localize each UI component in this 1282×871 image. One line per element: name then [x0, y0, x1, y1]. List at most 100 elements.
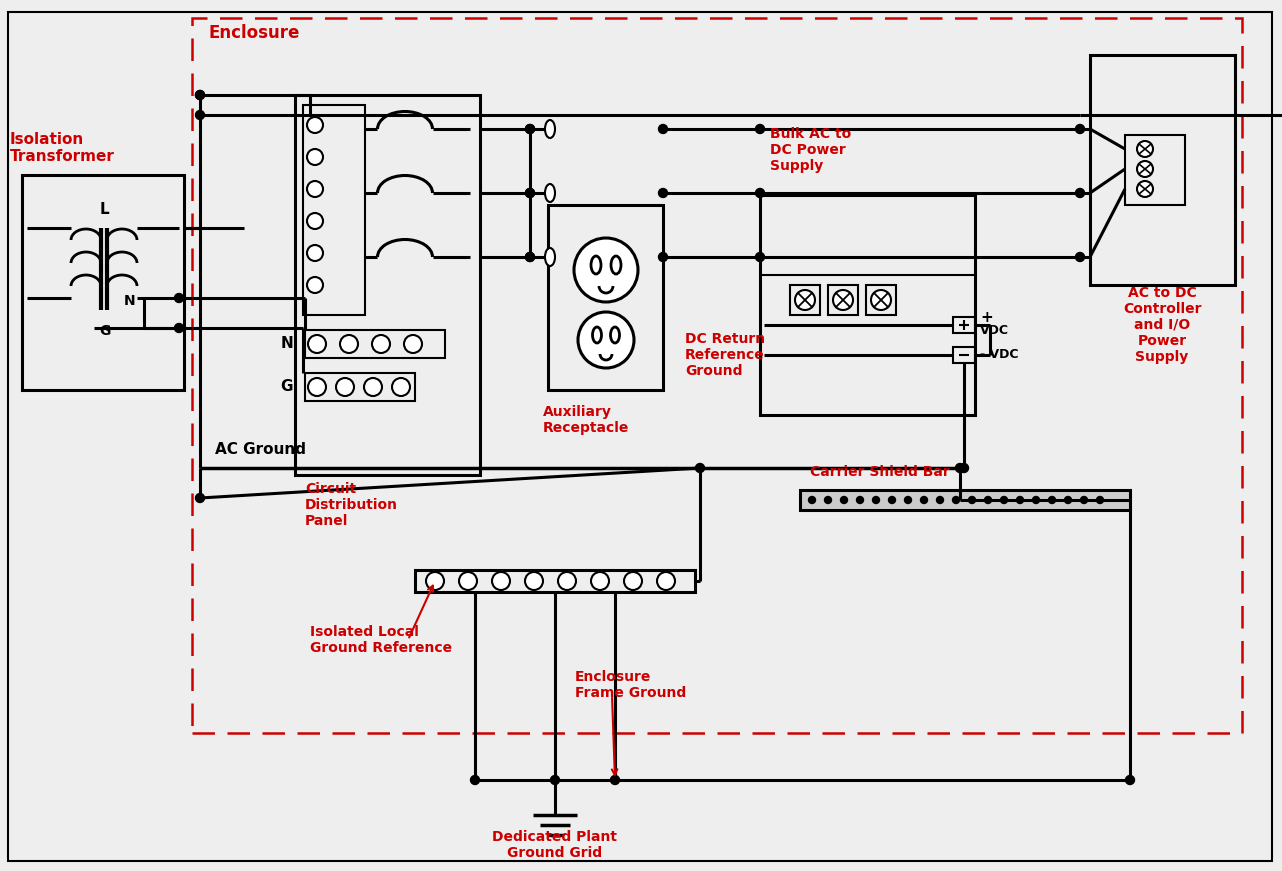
Ellipse shape: [545, 248, 555, 266]
Circle shape: [1064, 496, 1072, 503]
Circle shape: [195, 494, 205, 503]
Circle shape: [404, 335, 422, 353]
Ellipse shape: [545, 120, 555, 138]
Circle shape: [306, 117, 323, 133]
Text: Carrier Shield Bar: Carrier Shield Bar: [810, 465, 950, 479]
Text: +: +: [979, 309, 992, 325]
Circle shape: [306, 277, 323, 293]
Circle shape: [833, 290, 853, 310]
Text: Enclosure
Frame Ground: Enclosure Frame Ground: [576, 670, 686, 700]
Circle shape: [1081, 496, 1087, 503]
Circle shape: [755, 125, 764, 133]
Circle shape: [372, 335, 390, 353]
Circle shape: [1137, 161, 1153, 177]
Bar: [867, 285, 896, 315]
Bar: [192, 18, 1242, 733]
Circle shape: [755, 253, 764, 261]
Circle shape: [1096, 496, 1104, 503]
Text: Dedicated Plant
Ground Grid: Dedicated Plant Ground Grid: [492, 830, 618, 860]
Circle shape: [492, 572, 510, 590]
Circle shape: [809, 496, 815, 503]
Text: G: G: [99, 324, 110, 338]
Text: N: N: [124, 294, 136, 308]
Circle shape: [308, 378, 326, 396]
Text: VDC: VDC: [979, 325, 1009, 337]
Text: Auxiliary
Receptacle: Auxiliary Receptacle: [544, 405, 629, 436]
Circle shape: [558, 572, 576, 590]
Ellipse shape: [545, 184, 555, 202]
Text: N: N: [281, 336, 294, 352]
Circle shape: [174, 323, 183, 333]
Circle shape: [308, 335, 326, 353]
Text: Isolation
Transformer: Isolation Transformer: [10, 132, 115, 165]
Circle shape: [364, 378, 382, 396]
Text: Circuit
Distribution
Panel: Circuit Distribution Panel: [305, 482, 397, 528]
Circle shape: [755, 188, 764, 198]
Circle shape: [336, 378, 354, 396]
Circle shape: [1076, 188, 1085, 198]
Bar: [760, 195, 976, 415]
Circle shape: [526, 188, 535, 198]
Circle shape: [856, 496, 864, 503]
Circle shape: [1049, 496, 1055, 503]
Bar: [953, 347, 976, 363]
Circle shape: [696, 463, 705, 472]
Circle shape: [550, 775, 559, 785]
Circle shape: [1126, 775, 1135, 785]
Text: G: G: [281, 380, 294, 395]
Circle shape: [306, 213, 323, 229]
Text: - VDC: - VDC: [979, 348, 1018, 361]
Circle shape: [920, 496, 927, 503]
Circle shape: [195, 111, 205, 119]
Circle shape: [824, 496, 832, 503]
Text: L: L: [99, 202, 109, 218]
Circle shape: [459, 572, 477, 590]
Circle shape: [1032, 496, 1040, 503]
Circle shape: [870, 290, 891, 310]
Circle shape: [470, 775, 479, 785]
Text: DC Return
Reference
Ground: DC Return Reference Ground: [685, 332, 765, 378]
Circle shape: [959, 463, 968, 472]
Circle shape: [659, 253, 668, 261]
Circle shape: [905, 496, 912, 503]
Circle shape: [624, 572, 642, 590]
Circle shape: [1017, 496, 1023, 503]
Bar: [305, 330, 445, 358]
Circle shape: [578, 312, 635, 368]
Circle shape: [574, 238, 638, 302]
Circle shape: [526, 253, 535, 261]
Circle shape: [526, 125, 535, 133]
Circle shape: [795, 290, 815, 310]
Circle shape: [306, 181, 323, 197]
Bar: [303, 105, 365, 315]
Bar: [790, 285, 820, 315]
Circle shape: [1076, 253, 1085, 261]
Circle shape: [195, 91, 205, 99]
Circle shape: [526, 253, 535, 261]
Circle shape: [968, 496, 976, 503]
Circle shape: [936, 496, 944, 503]
Bar: [305, 373, 415, 401]
Text: Isolated Local
Ground Reference: Isolated Local Ground Reference: [310, 625, 453, 655]
Bar: [415, 570, 695, 592]
Circle shape: [526, 125, 535, 133]
Circle shape: [656, 572, 676, 590]
Circle shape: [426, 572, 444, 590]
Text: AC Ground: AC Ground: [215, 442, 306, 457]
Text: Bulk AC to
DC Power
Supply: Bulk AC to DC Power Supply: [770, 127, 851, 173]
Circle shape: [1000, 496, 1008, 503]
Circle shape: [340, 335, 358, 353]
Ellipse shape: [610, 327, 619, 343]
Circle shape: [1137, 181, 1153, 197]
Circle shape: [873, 496, 879, 503]
Circle shape: [306, 245, 323, 261]
Circle shape: [1137, 141, 1153, 157]
Circle shape: [526, 572, 544, 590]
Circle shape: [195, 91, 205, 99]
Circle shape: [659, 125, 668, 133]
Bar: [953, 317, 976, 333]
Bar: [295, 95, 479, 475]
Circle shape: [526, 188, 535, 198]
Circle shape: [392, 378, 410, 396]
Circle shape: [953, 496, 959, 503]
